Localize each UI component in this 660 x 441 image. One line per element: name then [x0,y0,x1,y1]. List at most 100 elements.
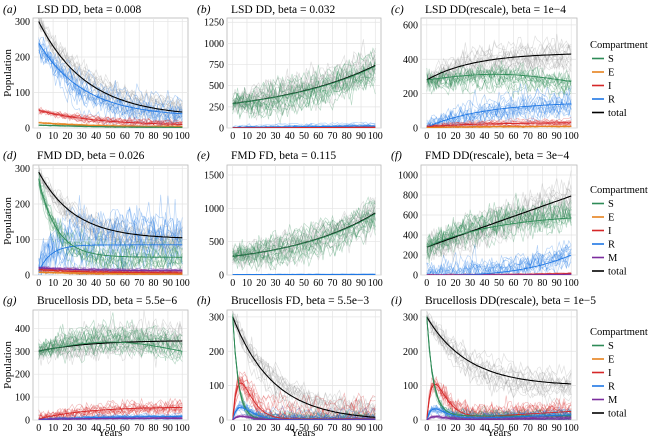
run-R [38,37,183,125]
y-tick-label: 200 [403,89,418,100]
x-tick-label: 80 [342,131,352,142]
run-I [38,400,183,420]
run-total [232,49,376,104]
run-S [38,312,183,361]
run-total [426,44,572,81]
run-I [426,385,572,420]
run-I [426,384,572,420]
x-tick-label: 100 [368,131,383,142]
x-tick-label: 70 [134,278,144,289]
mean-S [38,124,183,128]
y-tick-label: 0 [413,271,418,282]
run-S [232,318,376,418]
run-I [38,268,183,275]
run-S [426,62,572,89]
run-S [38,179,183,254]
run-S [232,61,376,110]
mean-M [38,267,183,272]
legend-label-E: E [608,213,614,224]
x-tick-label: 80 [149,278,159,289]
run-R [38,49,183,121]
run-I [426,379,572,420]
run-total [232,76,376,117]
run-R [426,405,572,420]
x-tick-label: 50 [299,278,309,289]
y-tick-label: 1250 [204,18,224,29]
run-S [232,219,376,272]
run-S [232,63,376,119]
run-I [232,378,376,420]
run-total [232,310,376,420]
run-total [232,63,376,113]
run-total [38,338,183,368]
x-tick-label: 50 [106,131,116,142]
y-tick-label: 500 [209,237,224,248]
run-total [426,322,572,399]
run-I [426,119,572,128]
y-tick-label: 0 [25,416,30,427]
run-S [232,196,376,265]
run-S [232,62,376,110]
run-total [426,52,572,84]
run-S [426,318,572,420]
x-tick-label: 0 [36,131,41,142]
y-tick-label: 600 [403,211,418,222]
x-tick-label: 30 [77,278,87,289]
run-R [426,92,572,128]
run-R [38,236,183,275]
x-tick-label: 50 [494,423,504,434]
run-total [232,39,376,104]
run-total [38,172,183,255]
panel-title: FMD FD, beta = 0.115 [231,150,336,162]
ylabel-row-1: Population [2,197,14,245]
run-S [426,71,572,98]
run-R [38,44,183,128]
x-tick-label: 40 [91,131,101,142]
x-tick-label: 20 [256,423,266,434]
legend-label-R: R [608,382,615,393]
run-S [426,61,572,87]
run-total [232,319,376,418]
run-I [38,110,183,128]
run-S [426,192,572,252]
run-S [426,67,572,92]
run-S [232,216,376,268]
run-total [232,59,376,109]
x-tick-label: 70 [523,278,533,289]
run-total [232,220,376,268]
run-R [426,254,572,275]
x-tick-label: 80 [149,423,159,434]
run-R [426,253,572,275]
series-group [426,310,572,420]
x-tick-label: 80 [342,278,352,289]
xlabel-col-1: Years [291,427,316,439]
x-tick-label: 40 [91,278,101,289]
ylabel-row-0: Population [2,49,14,97]
panel-title: LSD DD, beta = 0.008 [37,4,141,16]
run-S [426,67,572,93]
y-tick-label: 300 [15,347,30,358]
y-tick-label: 1500 [204,171,224,182]
run-total [232,201,376,265]
y-tick-label: 0 [219,416,224,427]
run-I [38,108,183,125]
x-tick-label: 30 [77,131,87,142]
run-S [426,67,572,99]
mean-M [426,273,572,275]
run-R [38,194,183,268]
run-R [232,404,376,420]
y-tick-label: 0 [25,124,30,135]
run-R [426,106,572,128]
run-S [232,61,376,119]
panel-label: (h) [197,295,211,307]
run-R [232,121,376,128]
panel-title: FMD DD(rescale), beta = 3e−4 [425,150,569,162]
x-tick-label: 80 [342,423,352,434]
run-total [426,310,572,396]
run-total [38,168,183,252]
x-tick-label: 70 [134,131,144,142]
run-total [38,175,183,240]
